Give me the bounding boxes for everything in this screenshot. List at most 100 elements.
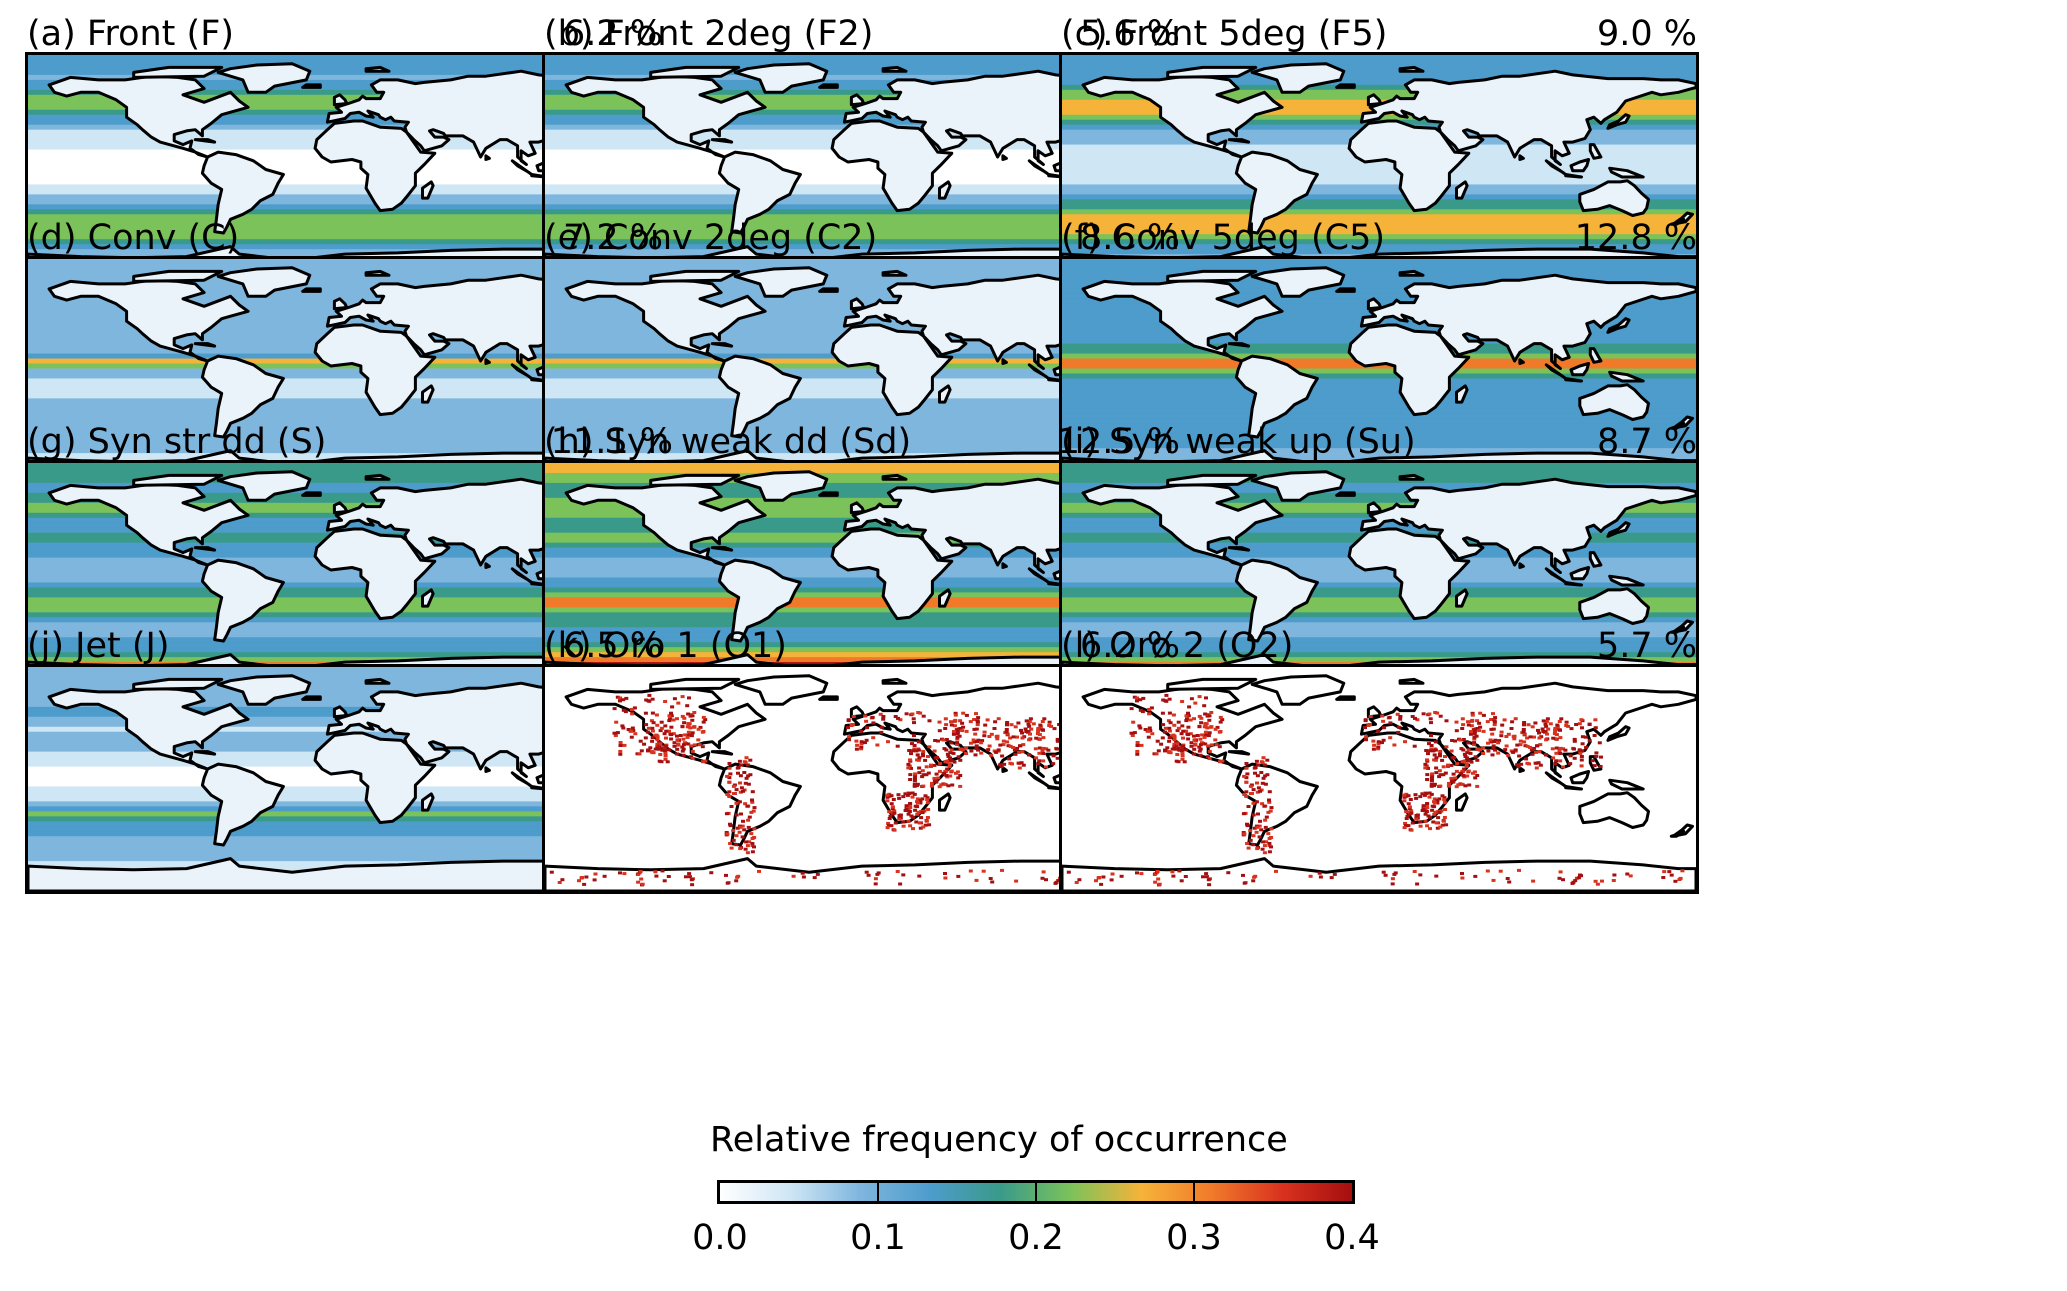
- panel-title: (b) Front 2deg (F2): [544, 14, 874, 54]
- land-northAmerica: [1081, 482, 1284, 567]
- land-uk: [849, 297, 866, 311]
- panel-title: (k) Oro 1 (O1): [544, 626, 787, 666]
- land-sriLanka: [484, 766, 491, 773]
- panel-percent: 6.2 %: [562, 14, 663, 54]
- panel-percent: 6.5 %: [562, 626, 663, 666]
- land-newZealandS: [1669, 217, 1686, 226]
- land-greenland: [733, 266, 829, 298]
- land-iceland: [1335, 491, 1356, 497]
- land-madagascar: [938, 792, 952, 812]
- colorbar-tick-label: 0.0: [692, 1218, 748, 1258]
- colorbar-tick-mark: [877, 1183, 879, 1201]
- land-indonesia1: [1027, 363, 1051, 380]
- land-madagascar: [938, 384, 952, 404]
- land-arcticIslands: [649, 269, 741, 283]
- land-sriLanka: [1518, 562, 1525, 569]
- world-map: [1062, 667, 1696, 891]
- land-indonesia2: [1564, 173, 1583, 179]
- land-sriLanka: [484, 562, 491, 569]
- land-indonesia1: [1544, 159, 1568, 176]
- land-svalbard: [364, 269, 391, 277]
- map-frame: [1059, 664, 1699, 894]
- panel-title: (j) Jet (J): [27, 626, 170, 666]
- land-antarctica: [1062, 857, 1696, 891]
- land-greenland: [733, 62, 829, 94]
- land-africa: [830, 323, 954, 417]
- land-southAmerica: [717, 150, 802, 235]
- land-svalbard: [881, 473, 908, 481]
- land-japan: [1606, 113, 1631, 130]
- land-indonesia1: [510, 363, 534, 380]
- land-iceland: [1335, 83, 1356, 89]
- land-cuba: [193, 342, 217, 348]
- land-uk: [849, 705, 866, 719]
- colorbar-tick-label: 0.3: [1166, 1218, 1222, 1258]
- land-arcticIslands: [649, 65, 741, 79]
- land-borneo: [1569, 566, 1591, 581]
- land-eurasia: [1359, 69, 1696, 166]
- land-philippines: [1588, 551, 1603, 568]
- land-indonesia1: [510, 159, 534, 176]
- land-northAmerica: [564, 482, 767, 567]
- land-cuba: [710, 342, 734, 348]
- land-africa: [313, 323, 437, 417]
- panel-percent: 8.7 %: [1596, 422, 1697, 462]
- land-northAmerica: [47, 278, 250, 363]
- panel-title: (c) Front 5deg (F5): [1061, 14, 1388, 54]
- land-southAmerica: [717, 558, 802, 643]
- land-arcticIslands: [132, 269, 224, 283]
- land-madagascar: [938, 180, 952, 200]
- land-sriLanka: [1001, 766, 1008, 773]
- land-uk: [1366, 297, 1383, 311]
- land-australia: [1578, 587, 1650, 625]
- land-svalbard: [881, 65, 908, 73]
- land-southAmerica: [1234, 150, 1319, 235]
- land-greenland: [733, 674, 829, 706]
- land-cuba: [1227, 750, 1251, 756]
- land-australia: [1578, 791, 1650, 829]
- land-iceland: [1335, 287, 1356, 293]
- land-antarctica: [545, 857, 1179, 891]
- land-indonesia1: [510, 771, 534, 788]
- land-arcticIslands: [649, 473, 741, 487]
- land-uk: [332, 705, 349, 719]
- land-madagascar: [421, 384, 435, 404]
- land-southAmerica: [200, 354, 285, 439]
- land-australia: [1578, 383, 1650, 421]
- land-madagascar: [938, 588, 952, 608]
- land-newZealandS: [1669, 421, 1686, 430]
- land-iceland: [818, 695, 839, 701]
- world-map: [28, 463, 662, 687]
- panel-percent: 7.2 %: [562, 218, 663, 258]
- land-borneo: [1569, 362, 1591, 377]
- land-svalbard: [1398, 65, 1425, 73]
- orographic-hotspots: [549, 693, 1168, 887]
- panel-title: (g) Syn str dd (S): [27, 422, 327, 462]
- colorbar-tick-mark: [1193, 1183, 1195, 1201]
- orographic-hotspots: [1066, 693, 1685, 887]
- land-southAmerica: [200, 150, 285, 235]
- land-newGuinea: [1608, 370, 1645, 383]
- land-madagascar: [1455, 180, 1469, 200]
- land-philippines: [1588, 347, 1603, 364]
- land-antarctica: [28, 857, 662, 891]
- land-eurasia: [1359, 681, 1696, 778]
- land-iceland: [301, 695, 322, 701]
- land-sriLanka: [1001, 358, 1008, 365]
- land-northAmerica: [47, 482, 250, 567]
- land-africa: [313, 119, 437, 213]
- land-iceland: [818, 83, 839, 89]
- colorbar-label: Relative frequency of occurrence: [710, 1120, 1288, 1160]
- land-philippines: [1588, 143, 1603, 160]
- land-sriLanka: [1518, 358, 1525, 365]
- land-cuba: [193, 546, 217, 552]
- panel-title: (h) Syn weak dd (Sd): [544, 422, 912, 462]
- land-indonesia2: [1564, 581, 1583, 587]
- land-newZealandS: [1669, 625, 1686, 634]
- land-sriLanka: [484, 358, 491, 365]
- land-arcticIslands: [1166, 65, 1258, 79]
- land-greenland: [1250, 266, 1346, 298]
- land-japan: [1606, 317, 1631, 334]
- land-australia: [1578, 179, 1650, 217]
- land-northAmerica: [564, 74, 767, 159]
